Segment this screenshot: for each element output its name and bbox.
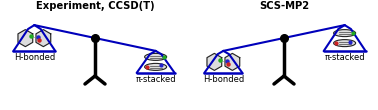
Ellipse shape	[145, 53, 167, 60]
Polygon shape	[225, 53, 240, 70]
Polygon shape	[36, 30, 51, 47]
Ellipse shape	[334, 30, 356, 37]
Text: SCS-MP2: SCS-MP2	[259, 1, 309, 11]
Text: H-bonded: H-bonded	[203, 75, 244, 84]
Text: π-stacked: π-stacked	[135, 75, 176, 84]
Text: Experiment, CCSD(T): Experiment, CCSD(T)	[36, 1, 154, 11]
Polygon shape	[207, 53, 222, 70]
Polygon shape	[18, 30, 33, 47]
Ellipse shape	[334, 40, 356, 47]
Text: H-bonded: H-bonded	[14, 53, 55, 62]
Ellipse shape	[145, 63, 167, 70]
Text: π-stacked: π-stacked	[324, 53, 365, 62]
